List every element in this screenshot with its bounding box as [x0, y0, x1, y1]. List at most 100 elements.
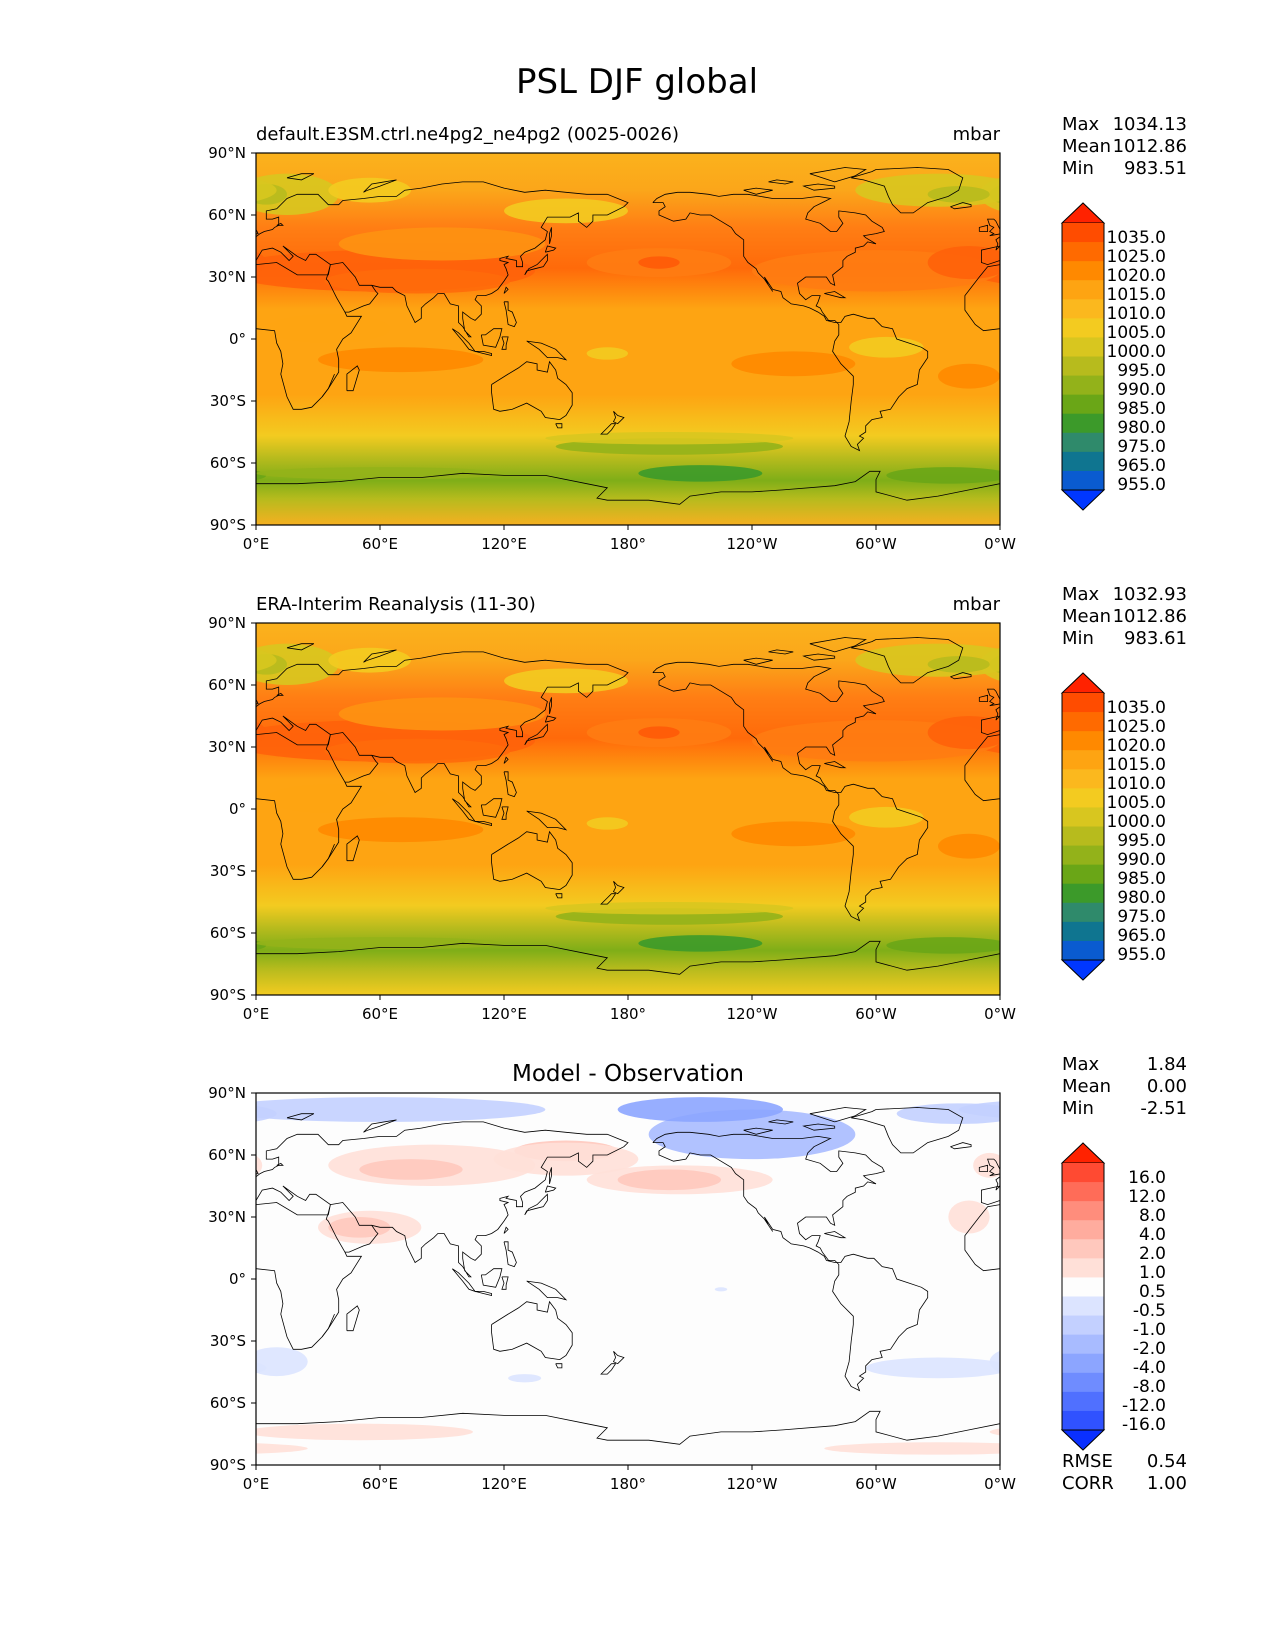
- contour-region: [256, 937, 504, 950]
- lat-tick-label: 60°S: [210, 924, 246, 942]
- contour-region: [886, 937, 1000, 954]
- contour-region: [586, 347, 628, 360]
- contour-region: [927, 246, 1000, 280]
- coastline: [256, 470, 1000, 505]
- coastline: [256, 1121, 629, 1278]
- colorbar-outline: [1061, 1163, 1105, 1430]
- contour-region: [194, 834, 256, 859]
- panel-3: 0°E 60°E 120°E 180° 120°W 60°W 0°W 90°N 60°N 30°N…: [0, 1054, 1275, 1494]
- colorbar-label: 1000.0: [1107, 342, 1166, 362]
- colorbar-segment: [1062, 394, 1104, 415]
- contour-region: [105, 337, 179, 358]
- contour-region: [256, 179, 277, 202]
- coastline: [802, 1123, 836, 1131]
- colorbar-segment: [1062, 1239, 1104, 1259]
- coastline: [1108, 650, 1141, 662]
- stat-value: 1012.86: [1113, 136, 1187, 157]
- stat-value: 0.00: [1147, 1076, 1187, 1097]
- coastline: [480, 1268, 503, 1288]
- contour-region: [508, 1374, 542, 1383]
- coastline: [256, 181, 629, 338]
- coastline: [1225, 329, 1246, 348]
- coastline: [1269, 1194, 1275, 1215]
- contour-region: [0, 935, 18, 952]
- lon-tick-label: 120°E: [481, 1005, 527, 1023]
- contour-region: [0, 821, 111, 846]
- colorbar-label: 1025.0: [1107, 247, 1166, 267]
- colorbar-label: 16.0: [1128, 1168, 1166, 1188]
- coastline: [549, 1167, 552, 1184]
- colorbar-segment: [1062, 470, 1104, 491]
- contour-region: [256, 940, 267, 950]
- colorbar-segment: [1062, 1410, 1104, 1431]
- contour-region: [886, 467, 1000, 484]
- coastline: [743, 187, 773, 195]
- coastline: [851, 637, 964, 684]
- coastline: [1236, 832, 1275, 890]
- contour-region: [184, 656, 246, 673]
- colorbar-segment: [1062, 864, 1104, 885]
- contour-region: [545, 902, 794, 915]
- coastline: [235, 695, 243, 701]
- colorbar-label: 4.0: [1139, 1225, 1166, 1245]
- contour-region: [256, 1362, 267, 1374]
- stat-value: 0.54: [1147, 1451, 1187, 1472]
- colorbar-segment: [1062, 1372, 1104, 1393]
- contour-region: [359, 1159, 463, 1180]
- coastline: [555, 893, 563, 899]
- colorbar-label: -0.5: [1133, 1301, 1166, 1321]
- lat-tick-label: 30°S: [210, 392, 246, 410]
- coastline: [475, 821, 492, 827]
- lon-tick-label: 0°E: [243, 535, 270, 553]
- coastline: [851, 167, 964, 214]
- contour-region: [714, 1287, 728, 1292]
- contour-region: [338, 697, 546, 731]
- contour-region: [328, 177, 411, 203]
- coastline: [256, 1410, 1000, 1445]
- coastline: [1196, 799, 1219, 822]
- coastline: [491, 360, 573, 421]
- contour-region: [256, 1347, 308, 1377]
- colorbar-label: 965.0: [1117, 926, 1166, 946]
- coastline: [256, 1185, 363, 1350]
- contour-region: [256, 470, 267, 480]
- coastline: [600, 1363, 617, 1375]
- contour-region: [328, 1217, 391, 1238]
- coastline: [0, 658, 29, 664]
- lon-tick-label: 120°W: [727, 1475, 778, 1493]
- coastline: [60, 654, 91, 660]
- coastline: [276, 1162, 284, 1166]
- contour-region: [1072, 648, 1155, 673]
- contour-region: [184, 186, 246, 203]
- contour-region: [731, 821, 856, 847]
- contour-region: [948, 1200, 990, 1234]
- coastline: [107, 168, 219, 213]
- lat-tick-label: 90°S: [210, 1456, 246, 1474]
- coastline: [235, 225, 243, 231]
- coastline: [256, 1423, 257, 1425]
- lat-tick-label: 0°: [229, 330, 246, 348]
- coastline: [66, 638, 122, 652]
- coastline: [978, 224, 988, 232]
- coastline: [475, 1291, 492, 1297]
- stat-label: Max: [1062, 584, 1100, 605]
- lat-tick-label: 90°N: [208, 144, 246, 162]
- panel-center-title: Model - Observation: [512, 1061, 744, 1087]
- coastline: [1196, 1269, 1219, 1292]
- colorbar-segment: [1062, 1182, 1104, 1202]
- coastline: [950, 202, 972, 210]
- contour-region: [256, 721, 267, 744]
- coastline: [1248, 772, 1260, 797]
- colorbar: 1035.01025.01020.01015.01010.01005.01000…: [1060, 202, 1166, 511]
- stat-value: 1032.93: [1113, 584, 1187, 605]
- coastline: [600, 893, 617, 905]
- coastline: [0, 1132, 184, 1390]
- lon-tick-label: 0°W: [984, 535, 1016, 553]
- stat-value: 1.84: [1147, 1054, 1187, 1075]
- coastline: [1196, 329, 1219, 352]
- contour-region: [927, 716, 1000, 750]
- contour-region: [0, 432, 49, 444]
- contour-region: [318, 817, 484, 843]
- contour-region: [1248, 198, 1275, 223]
- coastline: [768, 649, 794, 655]
